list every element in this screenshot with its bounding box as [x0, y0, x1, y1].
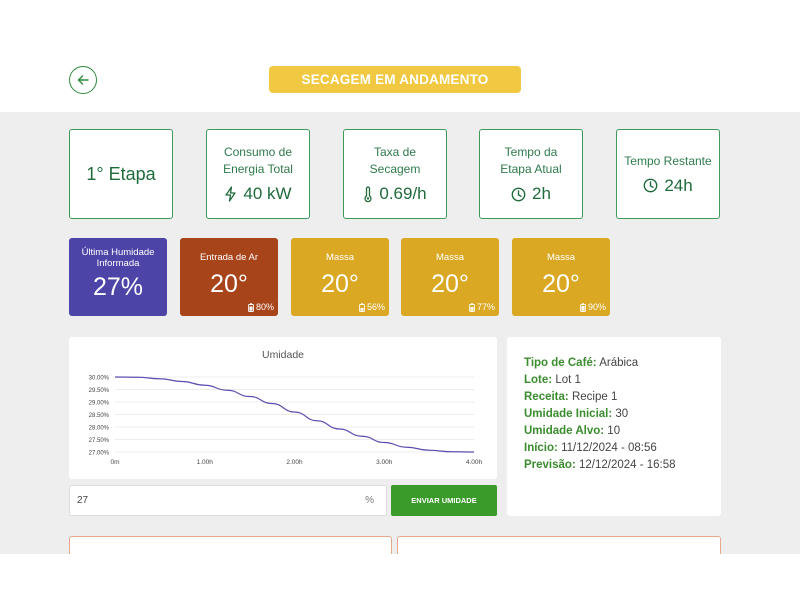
x-tick-label: 2.00h [286, 459, 303, 466]
y-tick-label: 30.00% [89, 376, 110, 382]
mass-value: 20° [431, 270, 469, 298]
y-tick-label: 27.00% [89, 451, 110, 457]
mass-battery: 90% [587, 302, 606, 312]
humidity-chart: Umidade 30.00% 29.50% 29.00% 28.50% 28.00% 27… [89, 349, 483, 466]
arrow-left-icon [77, 75, 89, 85]
y-tick-label: 29.00% [89, 401, 110, 407]
last-humidity-value: 27% [92, 273, 144, 301]
info-row-target-humidity: Umidade Alvo: 10 [524, 425, 621, 437]
mass-label: Massa [547, 252, 575, 263]
battery-icon [469, 302, 475, 312]
info-row-coffee-type: Tipo de Café: Arábica [524, 357, 639, 369]
info-row-recipe: Receita: Recipe 1 [524, 391, 618, 403]
energy-card: Consumo de Energia Total 40 kW [206, 129, 310, 219]
air-inlet-label: Entrada de Ar [199, 252, 259, 263]
status-badge: SECAGEM EM ANDAMENTO [269, 66, 521, 93]
y-tick-label: 28.50% [89, 413, 110, 419]
humidity-line [114, 376, 475, 453]
clock-icon [511, 187, 526, 201]
mass-card-2: Massa 20° 77% [401, 238, 499, 316]
mass-value: 20° [321, 270, 359, 298]
stage-time-label: Tempo da Etapa Atual [500, 145, 562, 176]
drying-rate-value: 0.69/h [379, 184, 427, 203]
air-inlet-value: 20° [210, 270, 248, 298]
mass-value: 20° [542, 270, 580, 298]
battery-icon [248, 302, 254, 312]
mass-battery: 77% [476, 302, 495, 312]
mass-card-1: Massa 20° 56% [291, 238, 389, 316]
stage-time-card: Tempo da Etapa Atual 2h [479, 129, 583, 219]
x-tick-label: 1.00h [197, 459, 214, 466]
drying-rate-card: Taxa de Secagem 0.69/h [343, 129, 447, 219]
header: SECAGEM EM ANDAMENTO [0, 0, 800, 112]
y-tick-label: 28.00% [89, 426, 110, 432]
x-tick-label: 0m [110, 459, 119, 466]
y-tick-label: 27.50% [89, 438, 110, 444]
x-tick-label: 3.00h [376, 459, 393, 466]
stage-value: 1° Etapa [86, 163, 156, 184]
last-humidity-label: Última Humidade Informada [81, 247, 155, 269]
energy-label: Consumo de Energia Total [223, 145, 293, 176]
humidity-input[interactable] [70, 495, 350, 506]
air-inlet-card: Entrada de Ar 20° 80% [180, 238, 278, 316]
send-humidity-button[interactable]: ENVIAR UMIDADE [391, 485, 497, 516]
remaining-time-value: 24h [664, 175, 693, 195]
battery-icon [580, 302, 586, 312]
remaining-time-label: Tempo Restante [624, 153, 712, 168]
chart-title: Umidade [262, 349, 304, 361]
info-row-initial-humidity: Umidade Inicial: 30 [524, 408, 629, 420]
footer-area [0, 554, 800, 600]
info-row-start: Início: 11/12/2024 - 08:56 [524, 442, 657, 454]
stage-time-value: 2h [532, 184, 551, 203]
air-inlet-battery: 80% [255, 302, 274, 312]
y-tick-label: 29.50% [89, 388, 110, 394]
stage-card: 1° Etapa [69, 129, 173, 219]
batch-info-card: Tipo de Café: Arábica Lote: Lot 1 Receit… [507, 337, 721, 516]
mass-battery: 56% [366, 302, 385, 312]
drying-rate-label: Taxa de Secagem [369, 145, 421, 176]
dashboard-content: 1° Etapa Consumo de Energia Total 40 kW … [0, 112, 800, 566]
energy-value: 40 kW [243, 184, 292, 203]
humidity-unit: % [365, 495, 374, 506]
last-humidity-card: Última Humidade Informada 27% [69, 238, 167, 316]
lightning-icon [225, 186, 237, 202]
x-tick-label: 4.00h [466, 459, 483, 466]
info-row-lot: Lote: Lot 1 [524, 374, 581, 386]
remaining-time-card: Tempo Restante 24h [616, 129, 720, 219]
clock-icon [643, 178, 658, 193]
humidity-input-box[interactable]: % [69, 485, 387, 516]
info-row-forecast: Previsão: 12/12/2024 - 16:58 [524, 459, 676, 471]
humidity-chart-card: Umidade 30.00% 29.50% 29.00% 28.50% 28.00% 27… [69, 337, 497, 479]
mass-label: Massa [436, 252, 464, 263]
mass-label: Massa [326, 252, 354, 263]
thermometer-icon [364, 185, 372, 202]
mass-card-3: Massa 20° 90% [512, 238, 610, 316]
back-button[interactable] [69, 66, 97, 94]
battery-icon [359, 302, 365, 312]
